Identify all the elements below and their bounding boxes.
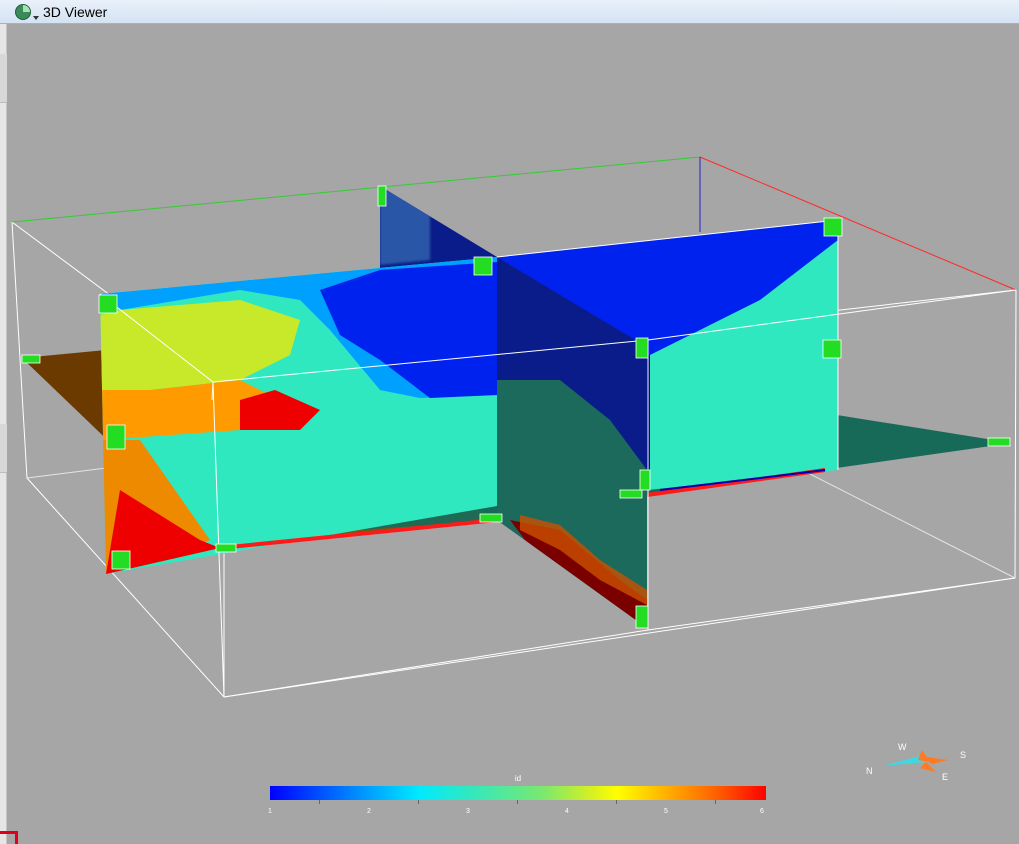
- colorbar-minor-tick: [715, 800, 716, 804]
- compass-label-n: N: [866, 766, 873, 776]
- 3d-viewport[interactable]: [7, 24, 1019, 844]
- panel-edge-marker: [0, 424, 7, 473]
- viewer-globe-icon[interactable]: [14, 2, 40, 22]
- colorbar-minor-tick: [616, 800, 617, 804]
- colorbar-tick-label: 5: [664, 808, 668, 815]
- colorbar-tick-label: 2: [367, 808, 371, 815]
- compass-label-s: S: [960, 750, 967, 760]
- slice-handles[interactable]: [21, 185, 1011, 629]
- 3d-scene[interactable]: [7, 24, 1019, 844]
- colorbar-minor-tick: [418, 800, 419, 804]
- colorbar-tick-label: 1: [268, 808, 272, 815]
- panel-edge-marker: [0, 54, 7, 103]
- slice-edge-x: [219, 518, 498, 550]
- colorbar-legend: id 1 2 3 4 5 6: [268, 774, 766, 820]
- vertical-slice-front[interactable]: [100, 250, 500, 580]
- colorbar-tick-label: 3: [466, 808, 470, 815]
- corner-marker: [0, 831, 18, 844]
- compass-label-w: W: [898, 742, 907, 752]
- left-panel-edge[interactable]: [0, 24, 7, 844]
- window-titlebar: 3D Viewer: [0, 0, 1019, 24]
- colorbar-minor-tick: [517, 800, 518, 804]
- slice-edge-blue: [659, 469, 826, 491]
- compass-rose-icon: [882, 750, 948, 772]
- colorbar-gradient: [270, 786, 766, 800]
- x-axis-line: [699, 156, 1017, 291]
- colorbar-tick-label: 4: [565, 808, 569, 815]
- colorbar-tick-label: 6: [760, 808, 764, 815]
- colorbar-title: id: [514, 774, 522, 783]
- compass-label-e: E: [942, 772, 949, 782]
- y-axis-line: [11, 156, 701, 223]
- colorbar-minor-tick: [319, 800, 320, 804]
- compass-widget: W S N E: [860, 738, 970, 788]
- window-title: 3D Viewer: [43, 4, 108, 20]
